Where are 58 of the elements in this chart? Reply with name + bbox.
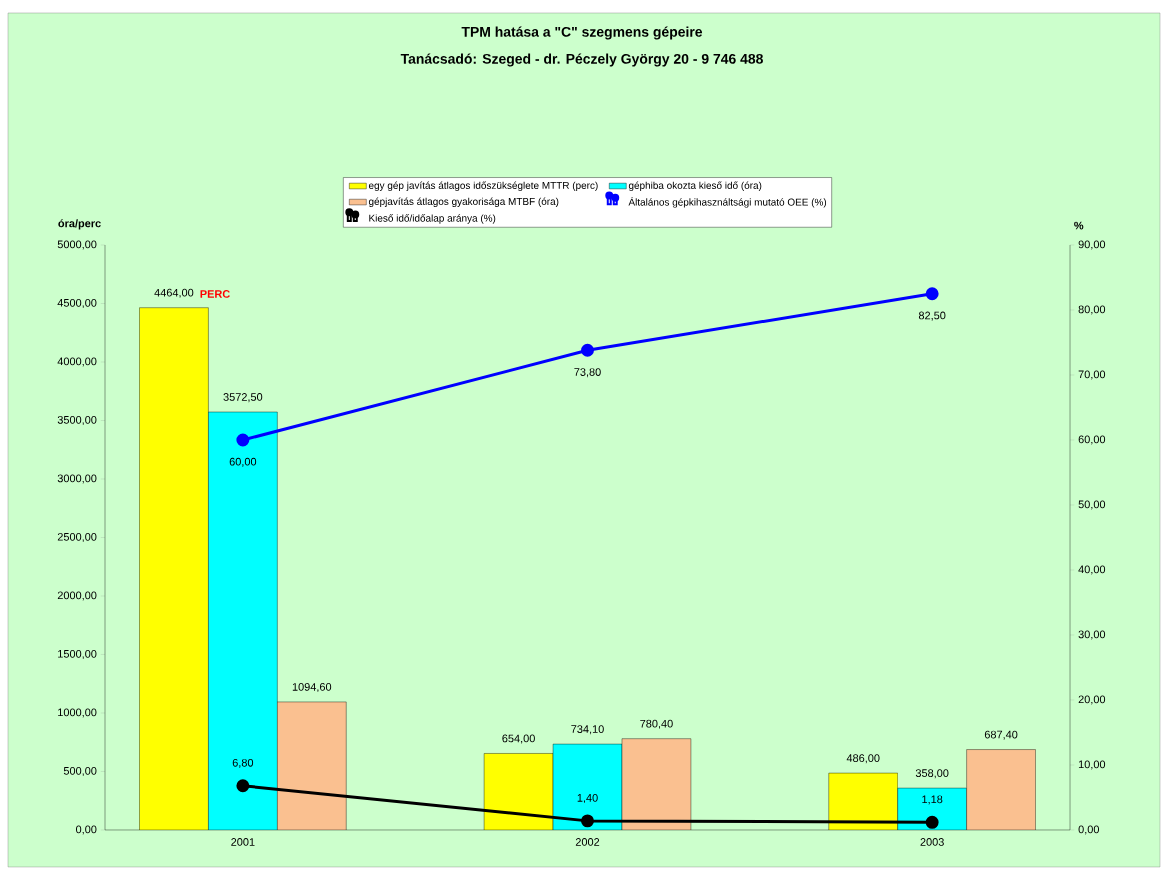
y-tick-label: 2500,00 [57,532,97,543]
legend-label: gépjavítás átlagos gyakorisága MTBF (óra) [368,197,559,207]
y-tick-label: 5000,00 [57,240,97,250]
y-tick-label: 4500,00 [57,298,97,309]
point [236,779,250,793]
y-tick-label: 1500,00 [58,649,97,660]
data-label: 486,00 [846,754,880,764]
y2-tick-label: 90,00 [1078,240,1106,250]
legend-label: géphiba okozta kieső idő (óra) [628,181,762,191]
y-tick-label: 500,00 [63,766,97,777]
y-tick-label: 3500,00 [57,415,97,426]
legend-label: egy gép javítás átlagos időszükséglete MTTR (perc) [368,181,598,191]
data-label: 3572,50 [223,393,263,403]
bar [553,744,622,830]
y2-tick-label: 20,00 [1078,695,1106,705]
x-tick-label: 2002 [575,838,600,846]
x-tick-label: 2003 [920,838,944,846]
data-label: 358,00 [915,769,949,779]
y-tick-label: 1000,00 [58,708,97,718]
y2-tick-label: 60,00 [1078,435,1106,445]
data-label: 1094,60 [292,683,332,693]
y2-tick-label: 0,00 [1078,825,1100,835]
legend-label: Kieső idő/időalap aránya (%) [369,214,496,224]
data-label: 780,40 [640,719,673,729]
bar [208,412,278,830]
point [925,815,939,829]
data-label: 687,40 [984,730,1018,740]
data-label: 734,10 [571,725,604,735]
data-label: 4464,00 [154,288,194,298]
point [236,433,250,447]
y-tick-label: 3000,00 [57,474,97,484]
y-tick-label: 2000,00 [57,591,97,601]
data-label: 82,50 [918,311,946,321]
chart-subtitle: Tanácsadó: Szeged - dr. Péczely György 20 - 9 746 488 [400,53,763,67]
y2-tick-label: 80,00 [1078,305,1106,315]
y-tick-label: 4000,00 [57,357,97,367]
point [581,343,594,357]
data-label: 60,00 [229,457,257,467]
legend-label: Általános gépkihasználtsági mutató OEE (%) [628,196,827,208]
bar [897,787,967,830]
annotation: PERC [200,290,230,298]
y2-tick-label: 50,00 [1078,500,1106,510]
y2-tick-label: 40,00 [1078,565,1106,575]
x-tick-label: 2001 [231,838,255,846]
point [925,287,939,301]
data-label: 1,40 [577,793,598,804]
y2-tick-label: 70,00 [1078,370,1106,380]
data-label: 1,18 [922,795,943,805]
point [581,814,594,828]
y-tick-label: 0,00 [76,825,97,835]
data-label: 654,00 [502,734,535,744]
y2-tick-label: 10,00 [1078,760,1106,770]
chart-title: TPM hatása a "C" szegmens gépeire [461,26,703,40]
y-axis-title: óra/perc [58,219,101,230]
y2-tick-label: 30,00 [1078,630,1106,640]
data-label: 6,80 [232,758,254,768]
y2-axis-title: % [1074,221,1084,230]
data-label: 73,80 [574,368,601,378]
